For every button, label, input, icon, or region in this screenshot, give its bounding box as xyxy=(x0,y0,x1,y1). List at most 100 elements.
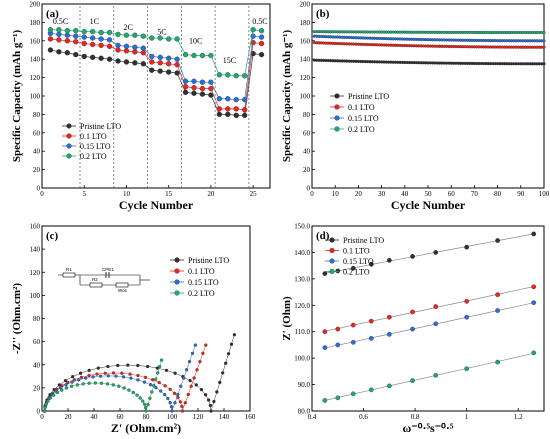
series-line xyxy=(44,345,196,412)
data-point xyxy=(329,268,335,275)
y-tick-label: 140 xyxy=(30,246,41,254)
data-point xyxy=(123,48,130,54)
x-tick-label: 0 xyxy=(310,190,314,198)
y-tick-label: 140.0 xyxy=(294,249,310,257)
rate-label: 0.5C xyxy=(53,17,68,26)
data-point xyxy=(199,85,206,92)
data-point xyxy=(56,49,62,55)
data-point xyxy=(48,396,53,400)
data-point xyxy=(131,390,135,395)
circuit-resistor xyxy=(62,272,76,278)
y-tick-label: 140 xyxy=(300,56,311,64)
data-point xyxy=(66,153,72,159)
x-tick-label: 90 xyxy=(517,190,525,198)
data-point xyxy=(140,50,146,56)
legend-label: 0.1 LTO xyxy=(80,132,107,141)
data-point xyxy=(81,28,87,35)
data-point xyxy=(258,34,265,40)
data-point xyxy=(322,329,328,335)
data-point xyxy=(150,378,155,382)
data-point xyxy=(322,398,328,403)
data-point xyxy=(334,115,340,121)
data-point xyxy=(98,36,104,42)
data-point xyxy=(129,376,133,380)
data-point xyxy=(242,107,248,113)
x-tick-label: 50 xyxy=(425,190,433,198)
x-tick-label: 0 xyxy=(40,413,44,421)
panel-d: 0.4 0.6 0.8 1 1.2 80.0 90.0 100.0 110.0 120.0 130.… xyxy=(281,223,545,435)
circuit-resistor xyxy=(89,282,103,288)
data-point xyxy=(464,244,470,250)
circuit-label: R2 xyxy=(92,277,98,282)
panel-b: 0 10 20 30 40 50 60 70 80 90 100 0 20 40 60 80 100 120 140… xyxy=(281,1,550,213)
data-point xyxy=(186,392,190,397)
x-tick-label: 80 xyxy=(143,413,151,421)
data-point xyxy=(64,32,70,38)
data-point xyxy=(106,364,110,369)
data-point xyxy=(410,254,415,259)
data-point xyxy=(166,396,170,401)
x-tick-label: 100 xyxy=(167,413,178,421)
x-tick-label: 1 xyxy=(465,413,469,421)
data-point xyxy=(225,106,231,112)
data-point xyxy=(75,383,79,387)
y-tick-label: 60 xyxy=(33,129,41,137)
data-point xyxy=(329,237,335,243)
data-point xyxy=(368,335,374,341)
y-tick-label: 200 xyxy=(30,1,41,9)
data-point xyxy=(204,343,208,347)
data-point xyxy=(258,28,265,34)
data-point xyxy=(127,388,131,392)
data-point xyxy=(81,53,87,60)
data-point xyxy=(221,371,225,375)
data-point xyxy=(123,43,130,49)
data-point xyxy=(146,402,150,407)
data-point xyxy=(142,380,147,384)
data-point xyxy=(206,398,211,402)
y-axis-label: Specific Capacity (mAh g⁻¹) xyxy=(11,30,23,163)
data-point xyxy=(216,96,222,102)
data-point xyxy=(78,371,83,375)
data-point xyxy=(335,395,341,401)
data-point xyxy=(64,383,68,387)
y-tick-label: 160 xyxy=(300,37,311,45)
data-point xyxy=(531,300,537,305)
data-point xyxy=(148,396,152,400)
data-point xyxy=(128,372,132,376)
data-point xyxy=(87,373,91,378)
data-point xyxy=(90,54,96,61)
data-point xyxy=(106,374,110,378)
legend-label: 0.1 LTO xyxy=(188,267,215,276)
data-point xyxy=(115,47,121,53)
x-axis-label: Cycle Number xyxy=(391,198,466,212)
y-tick-label: 40 xyxy=(33,148,41,156)
data-point xyxy=(191,78,197,84)
data-point xyxy=(115,42,121,49)
data-point xyxy=(193,343,198,347)
data-point xyxy=(116,363,120,368)
data-point xyxy=(169,405,174,409)
y-tick-label: 100 xyxy=(300,93,311,101)
circuit-label: Wo1 xyxy=(118,288,128,293)
data-point xyxy=(531,350,537,356)
data-point xyxy=(209,409,213,413)
data-point xyxy=(157,35,163,41)
data-point xyxy=(464,298,470,304)
data-point xyxy=(56,31,62,38)
data-point xyxy=(126,363,130,367)
data-point xyxy=(178,400,183,404)
data-point xyxy=(182,376,186,380)
data-point xyxy=(433,372,439,378)
fit-line xyxy=(322,285,537,333)
data-point xyxy=(140,61,146,67)
legend-label: 0.15 LTO xyxy=(188,278,219,287)
data-point xyxy=(81,40,87,47)
data-point xyxy=(495,308,500,313)
data-point xyxy=(225,96,231,102)
data-point xyxy=(150,390,154,394)
data-point xyxy=(143,375,148,380)
data-point xyxy=(495,292,500,298)
data-point xyxy=(225,111,231,118)
data-point xyxy=(70,380,74,384)
data-point xyxy=(166,55,172,61)
